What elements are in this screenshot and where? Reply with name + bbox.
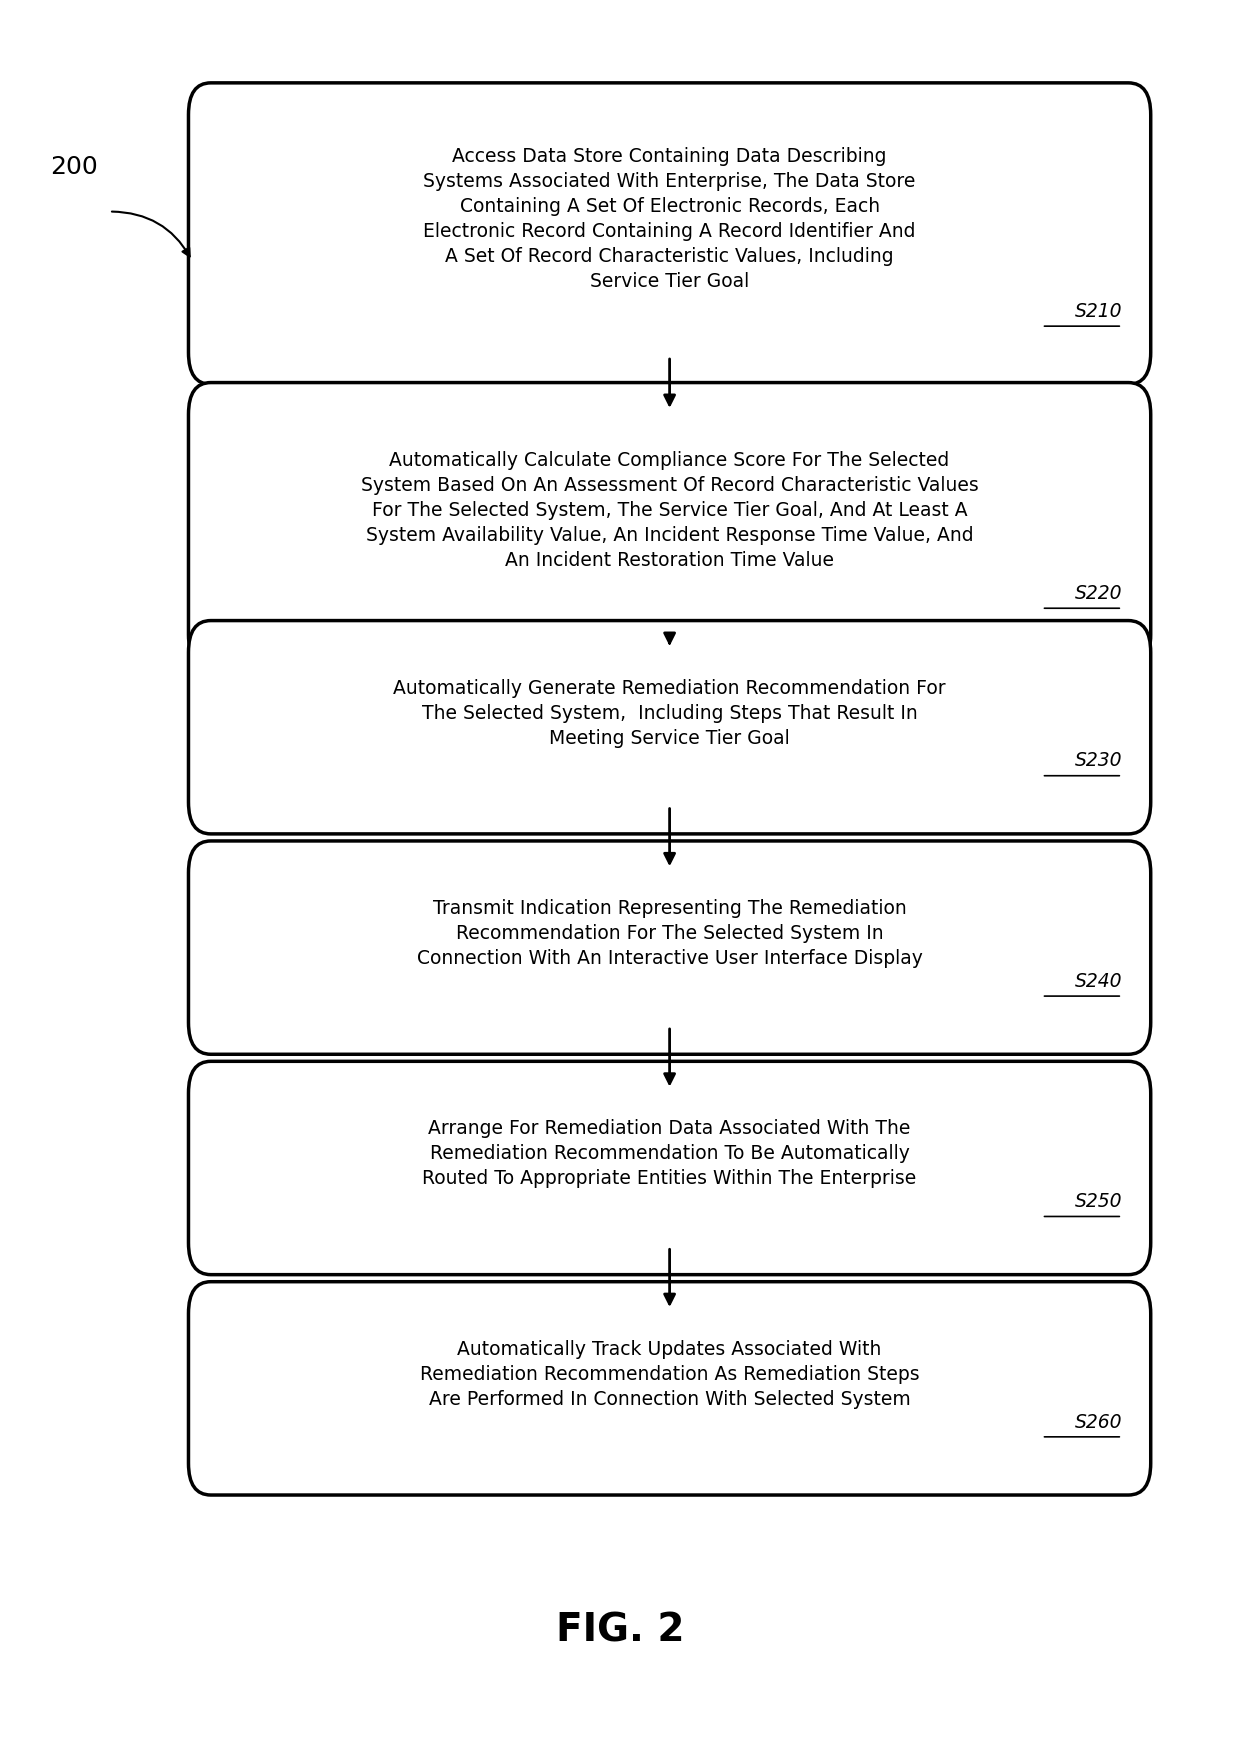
Text: S250: S250	[1075, 1192, 1122, 1211]
Text: Automatically Generate Remediation Recommendation For
The Selected System,  Incl: Automatically Generate Remediation Recom…	[393, 679, 946, 748]
FancyBboxPatch shape	[188, 621, 1151, 834]
Text: Automatically Calculate Compliance Score For The Selected
System Based On An Ass: Automatically Calculate Compliance Score…	[361, 451, 978, 569]
FancyBboxPatch shape	[188, 83, 1151, 384]
Text: S210: S210	[1075, 301, 1122, 321]
FancyBboxPatch shape	[188, 1282, 1151, 1495]
Text: Access Data Store Containing Data Describing
Systems Associated With Enterprise,: Access Data Store Containing Data Descri…	[423, 148, 916, 291]
Text: 200: 200	[51, 155, 98, 180]
Text: S230: S230	[1075, 751, 1122, 770]
FancyBboxPatch shape	[188, 383, 1151, 666]
Text: Transmit Indication Representing The Remediation
Recommendation For The Selected: Transmit Indication Representing The Rem…	[417, 899, 923, 968]
Text: FIG. 2: FIG. 2	[556, 1611, 684, 1650]
FancyBboxPatch shape	[188, 1061, 1151, 1275]
Text: S220: S220	[1075, 584, 1122, 603]
Text: S240: S240	[1075, 971, 1122, 991]
Text: Automatically Track Updates Associated With
Remediation Recommendation As Remedi: Automatically Track Updates Associated W…	[420, 1340, 919, 1409]
Text: S260: S260	[1075, 1412, 1122, 1432]
FancyBboxPatch shape	[188, 841, 1151, 1054]
Text: Arrange For Remediation Data Associated With The
Remediation Recommendation To B: Arrange For Remediation Data Associated …	[423, 1120, 916, 1188]
